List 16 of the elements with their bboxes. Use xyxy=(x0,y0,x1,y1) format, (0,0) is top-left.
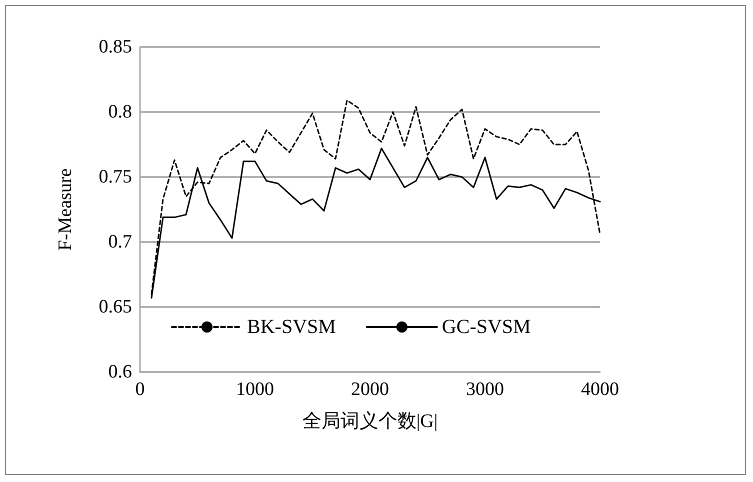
x-tick-label: 2000 xyxy=(351,379,389,400)
legend-label: GC-SVSM xyxy=(442,316,532,338)
line-series xyxy=(150,100,601,295)
x-tick-label: 4000 xyxy=(581,379,619,400)
y-tick-label: 0.6 xyxy=(108,362,132,382)
y-axis-title: F-Measure xyxy=(55,168,76,251)
y-tick-label: 0.85 xyxy=(98,36,132,58)
x-tick-label: 0 xyxy=(135,379,145,400)
x-tick-label: 1000 xyxy=(236,379,274,400)
legend-label: BK-SVSM xyxy=(247,316,336,338)
y-tick-label: 0.7 xyxy=(108,232,132,252)
x-axis-title: 全局词义个数|G| xyxy=(302,410,438,432)
y-tick-label: 0.8 xyxy=(108,102,132,122)
y-tick-label: 0.75 xyxy=(98,166,132,188)
y-tick-label: 0.65 xyxy=(98,296,132,318)
x-tick-label: 3000 xyxy=(466,379,504,400)
